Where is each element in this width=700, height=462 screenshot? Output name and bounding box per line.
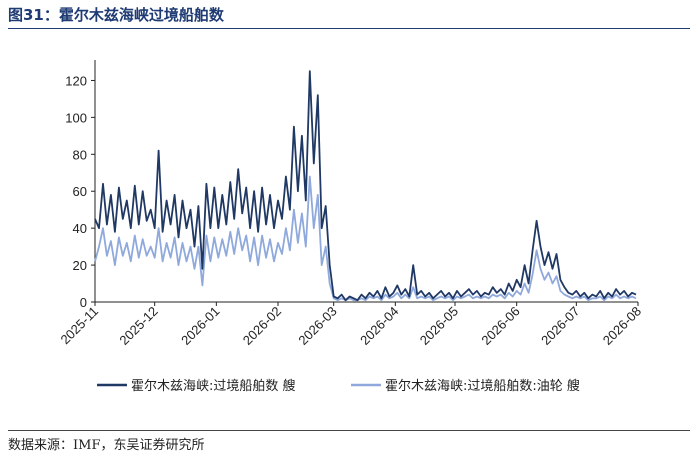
axes: 0 20 40 60 80 100 120 2025-11 2025-12 2026-01 2026… — [57, 60, 644, 348]
x-tick-label: 2026-01 — [178, 304, 222, 348]
figure-title: 图31：霍尔木兹海峡过境船舶数 — [8, 6, 224, 24]
legend-item-total: 霍尔木兹海峡:过境船舶数 艘 — [97, 378, 296, 394]
y-tick-label: 20 — [73, 258, 87, 273]
y-tick-label: 100 — [65, 110, 87, 125]
series-line-tankers — [94, 175, 637, 302]
x-tick-label: 2026-03 — [295, 304, 339, 348]
legend-item-tankers: 霍尔木兹海峡:过境船舶数:油轮 艘 — [351, 378, 580, 394]
x-tick-label: 2026-04 — [357, 304, 401, 348]
series-line-total — [94, 70, 637, 302]
legend-label: 霍尔木兹海峡:过境船舶数:油轮 艘 — [385, 378, 580, 394]
y-tick-label: 80 — [73, 147, 87, 162]
x-tick-label: 2026-05 — [417, 304, 461, 348]
y-tick-label: 60 — [73, 184, 87, 199]
y-tick-label: 40 — [73, 221, 87, 236]
title-rule — [8, 28, 690, 29]
x-tick-label: 2026-07 — [538, 304, 582, 348]
footer-rule — [8, 430, 690, 431]
x-tick-label: 2025-12 — [116, 304, 160, 348]
legend: 霍尔木兹海峡:过境船舶数 艘 霍尔木兹海峡:过境船舶数:油轮 艘 — [97, 378, 580, 394]
x-tick-label: 2026-08 — [600, 304, 644, 348]
x-tick-label: 2025-11 — [57, 304, 101, 348]
source-note: 数据来源：IMF，东吴证券研究所 — [8, 438, 205, 453]
legend-label: 霍尔木兹海峡:过境船舶数 艘 — [131, 378, 296, 394]
x-tick-label: 2026-02 — [240, 304, 284, 348]
y-tick-label: 0 — [80, 295, 87, 310]
series-layer — [94, 70, 637, 302]
y-tick-label: 120 — [65, 73, 87, 88]
x-tick-label: 2026-06 — [478, 304, 522, 348]
